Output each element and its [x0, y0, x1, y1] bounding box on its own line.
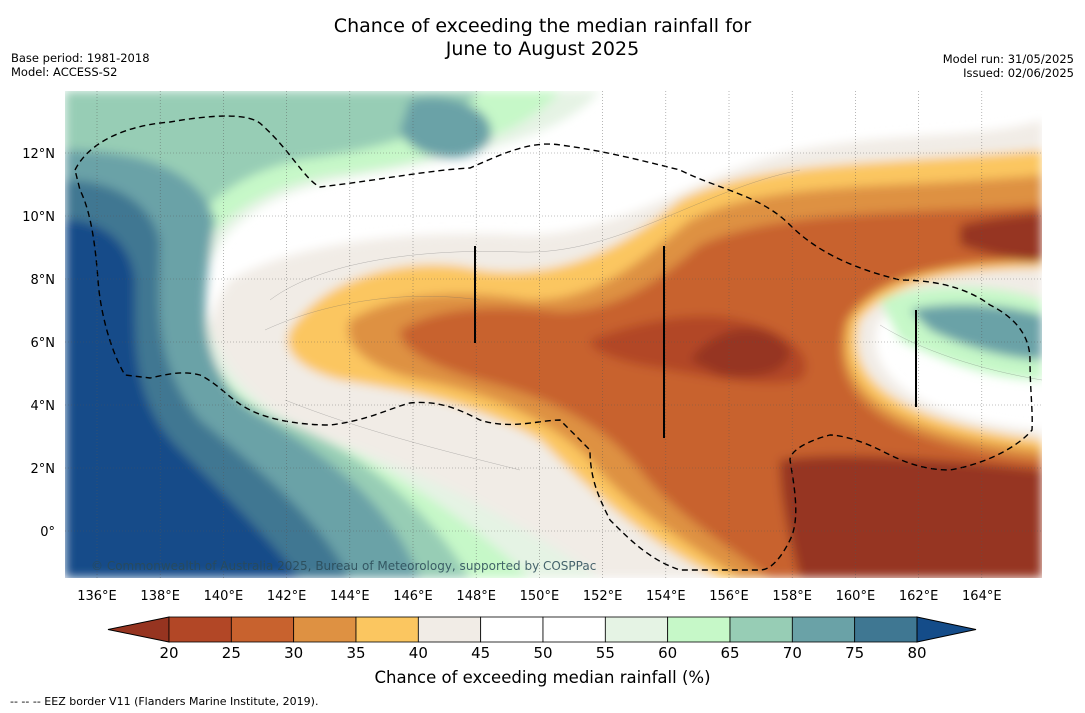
colorbar-cell	[604, 616, 669, 643]
lon-tick-label: 156°E	[709, 589, 749, 604]
colorbar-cell	[230, 616, 295, 643]
lon-tick-label: 136°E	[77, 589, 117, 604]
colorbar-tick-label: 80	[907, 644, 926, 662]
map-title-line1: Chance of exceeding the median rainfall …	[333, 15, 752, 37]
latitude-labels: 12°N 10°N 8°N 6°N 4°N 2°N 0°	[22, 147, 55, 540]
colorbar-cell	[480, 616, 544, 643]
colorbar-tick-label: 25	[222, 644, 241, 662]
colorbar-cell	[168, 616, 232, 643]
colorbar-tick-label: 55	[596, 644, 615, 662]
lon-tick-label: 142°E	[267, 589, 307, 604]
lon-tick-label: 148°E	[456, 589, 496, 604]
colorbar-tick-label: 40	[409, 644, 428, 662]
rainfall-field	[65, 91, 1042, 578]
eez-border	[74, 115, 1033, 571]
colorbar-label: Chance of exceeding median rainfall (%)	[374, 668, 711, 687]
colorbar-cell	[854, 616, 918, 643]
colorbar-cell	[667, 616, 731, 643]
colorbar-cell	[355, 616, 419, 643]
lon-tick-label: 144°E	[330, 589, 370, 604]
lon-tick-label: 160°E	[836, 589, 876, 604]
colorbar-tick-label: 45	[471, 644, 490, 662]
model-info: Model: ACCESS-S2	[11, 65, 118, 79]
colorbar-cell	[791, 616, 856, 643]
longitude-labels: 136°E 138°E 140°E 142°E 144°E 146°E 148°E 150°E…	[77, 589, 1001, 604]
lon-tick-label: 158°E	[772, 589, 812, 604]
lon-tick-label: 164°E	[962, 589, 1002, 604]
colorbar-high-arrow	[916, 616, 977, 643]
lat-tick-label: 2°N	[31, 462, 56, 477]
colorbar-tick-label: 75	[845, 644, 864, 662]
colorbar-tick-label: 35	[346, 644, 365, 662]
base-period-info: Base period: 1981-2018	[11, 51, 150, 65]
colorbar-tick-label: 30	[284, 644, 303, 662]
lon-tick-label: 146°E	[393, 589, 433, 604]
lat-tick-label: 0°	[40, 525, 55, 540]
colorbar-cell	[542, 616, 606, 643]
map-title-line2: June to August 2025	[445, 38, 640, 60]
eez-legend-note: -- -- -- EEZ border V11 (Flanders Marine…	[10, 695, 319, 708]
model-run-info: Model run: 31/05/2025	[942, 52, 1074, 66]
lat-tick-label: 4°N	[31, 399, 56, 414]
lon-tick-label: 150°E	[520, 589, 560, 604]
issued-info: Issued: 02/06/2025	[963, 66, 1074, 80]
lon-tick-label: 162°E	[899, 589, 939, 604]
gridlines	[65, 91, 1042, 578]
colorbar-tick-label: 60	[658, 644, 677, 662]
lon-tick-label: 140°E	[204, 589, 244, 604]
colorbar-tick-label: 70	[783, 644, 802, 662]
lat-tick-label: 6°N	[31, 336, 56, 351]
colorbar-tick-label: 20	[159, 644, 178, 662]
colorbar: 20 25 30 35 40 45 50 55 60 65 70 75 80	[107, 616, 977, 662]
lon-tick-label: 138°E	[140, 589, 180, 604]
lat-tick-label: 8°N	[31, 273, 56, 288]
colorbar-low-arrow	[107, 616, 170, 643]
copyright-text: © Commonwealth of Australia 2025, Bureau…	[91, 559, 596, 573]
lat-tick-label: 10°N	[22, 210, 55, 225]
colorbar-tick-label: 65	[720, 644, 739, 662]
lon-tick-label: 154°E	[646, 589, 686, 604]
colorbar-tick-label: 50	[533, 644, 552, 662]
colorbar-cell	[417, 616, 482, 643]
lon-tick-label: 152°E	[583, 589, 623, 604]
colorbar-cell	[293, 616, 357, 643]
lat-tick-label: 12°N	[22, 147, 55, 162]
colorbar-cell	[729, 616, 793, 643]
